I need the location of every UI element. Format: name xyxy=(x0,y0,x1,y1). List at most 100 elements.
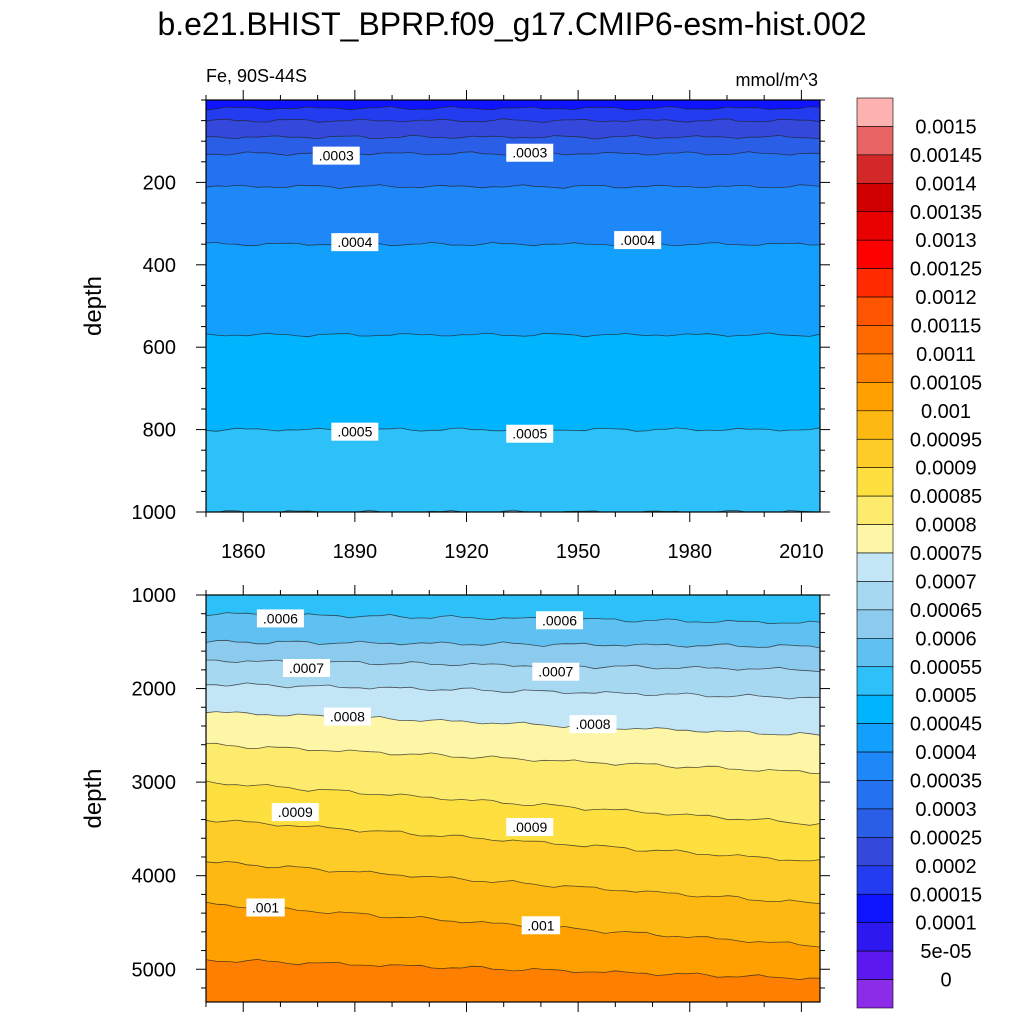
contour-label: .0006 xyxy=(536,611,584,630)
contour-line xyxy=(206,780,820,826)
colorbar-swatch xyxy=(856,979,894,1009)
contour-line xyxy=(206,241,820,247)
colorbar-label: 0.00125 xyxy=(910,259,982,281)
contour-label-text: .0003 xyxy=(512,145,547,161)
colorbar-swatch xyxy=(856,751,894,781)
contour-line xyxy=(206,901,820,948)
colorbar-swatch xyxy=(856,183,894,213)
contour-line xyxy=(206,184,820,189)
contour-line xyxy=(206,861,820,904)
y-tick-label: 4000 xyxy=(132,866,177,888)
y-tick-label: 3000 xyxy=(132,772,177,794)
contour-line xyxy=(206,639,820,649)
colorbar-label: 0.00105 xyxy=(910,372,982,394)
contour-label-text: .0006 xyxy=(542,612,577,628)
y-tick-label: 2000 xyxy=(132,679,177,701)
y-tick-label: 5000 xyxy=(132,959,177,981)
y-tick-label: 200 xyxy=(143,172,176,194)
colorbar-label: 0.00055 xyxy=(910,657,982,679)
colorbar-swatch xyxy=(856,325,894,355)
colorbar-label: 0.0015 xyxy=(915,116,976,138)
x-tick-label: 2010 xyxy=(779,541,824,563)
y-tick-label: 400 xyxy=(143,255,176,277)
contour-label-bg xyxy=(282,658,330,677)
contour-label-text: .0005 xyxy=(512,426,547,442)
contour-label: .0008 xyxy=(569,715,617,734)
colorbar-swatch xyxy=(856,865,894,895)
contour-line xyxy=(206,105,820,111)
contour-label-text: .0003 xyxy=(319,148,354,164)
contour-label-bg xyxy=(331,233,379,252)
colorbar-label: 0.00075 xyxy=(910,543,982,565)
contour-label-text: .0009 xyxy=(512,819,547,835)
colorbar-label: 0.0013 xyxy=(915,230,976,252)
colorbar-label: 0.0007 xyxy=(915,571,976,593)
contour-label: .0004 xyxy=(331,233,379,252)
contour-label-text: .001 xyxy=(252,900,279,916)
colorbar-swatch xyxy=(856,609,894,639)
colorbar-swatch xyxy=(856,524,894,554)
contour-label: .0005 xyxy=(506,424,554,443)
colorbar-swatch xyxy=(856,950,894,980)
colorbar-label: 0.00115 xyxy=(911,316,982,338)
colorbar-label: 0.0012 xyxy=(915,287,976,309)
contour-label: .0006 xyxy=(256,609,304,628)
colorbar-label: 0.0004 xyxy=(915,742,976,764)
x-tick-label: 1950 xyxy=(556,541,601,563)
contour-label: .0003 xyxy=(506,143,554,162)
colorbar-label: 0.00145 xyxy=(910,145,982,167)
x-tick-label: 1890 xyxy=(333,541,378,563)
contour-line xyxy=(206,332,820,338)
contour-label-bg xyxy=(506,143,554,162)
colorbar-label: 5e-05 xyxy=(920,941,971,963)
colorbar-label: 0.0011 xyxy=(916,344,976,366)
contour-label: .0009 xyxy=(271,803,319,822)
contour-label-bg xyxy=(256,609,304,628)
colorbar-swatch xyxy=(856,438,894,468)
colorbar-label: 0.001 xyxy=(921,401,971,423)
colorbar-swatch xyxy=(856,666,894,696)
contour-label-text: .0007 xyxy=(538,664,573,680)
colorbar-label: 0.0005 xyxy=(915,685,976,707)
contour-label-bg xyxy=(271,803,319,822)
colorbar-swatch xyxy=(856,382,894,412)
contour-label-bg xyxy=(506,424,554,443)
contour-label: .0007 xyxy=(532,662,580,681)
colorbar-swatch xyxy=(856,893,894,923)
contour-label-bg xyxy=(506,818,554,837)
colorbar-swatch xyxy=(856,154,894,184)
colorbar-label: 0.00015 xyxy=(910,884,982,906)
contour-line xyxy=(206,682,820,700)
colorbar-label: 0.00065 xyxy=(910,600,982,622)
x-tick-label: 1980 xyxy=(668,541,713,563)
y-tick-label: 1000 xyxy=(132,502,177,524)
contour-label-text: .0009 xyxy=(278,804,313,820)
contour-line xyxy=(206,612,820,625)
colorbar-label: 0.0002 xyxy=(915,856,976,878)
colorbar-swatch xyxy=(856,268,894,298)
chart-title: b.e21.BHIST_BPRP.f09_g17.CMIP6-esm-hist.… xyxy=(157,6,867,42)
contour-label-text: .0004 xyxy=(337,234,372,250)
colorbar-swatch xyxy=(856,581,894,611)
colorbar-swatch xyxy=(856,239,894,269)
contour-label: .0008 xyxy=(323,707,371,726)
colorbar-label: 0.00135 xyxy=(910,202,982,224)
colorbar: 0.0015 0.00145 0.0014 0.00135 0.0013 0.00125 0… xyxy=(856,97,982,1009)
contour-label-bg xyxy=(312,146,360,165)
contour-label-bg xyxy=(569,715,617,734)
colorbar-swatch xyxy=(856,410,894,440)
colorbar-label: 0.0006 xyxy=(915,628,976,650)
colorbar-label: 0.0008 xyxy=(915,515,976,537)
variable-region-label: Fe, 90S-44S xyxy=(206,66,308,86)
colorbar-label: 0.00035 xyxy=(910,771,982,793)
contour-label-bg xyxy=(331,422,379,441)
colorbar-swatch xyxy=(856,97,894,127)
colorbar-label: 0.00045 xyxy=(910,714,982,736)
y-tick-label: 800 xyxy=(143,420,176,442)
y-tick-label: 1000 xyxy=(132,585,177,607)
colorbar-swatch xyxy=(856,296,894,326)
colorbar-label: 0.0009 xyxy=(915,458,976,480)
y-axis-label: depth xyxy=(80,276,107,336)
colorbar-swatch xyxy=(856,211,894,241)
colorbar-swatch xyxy=(856,353,894,383)
